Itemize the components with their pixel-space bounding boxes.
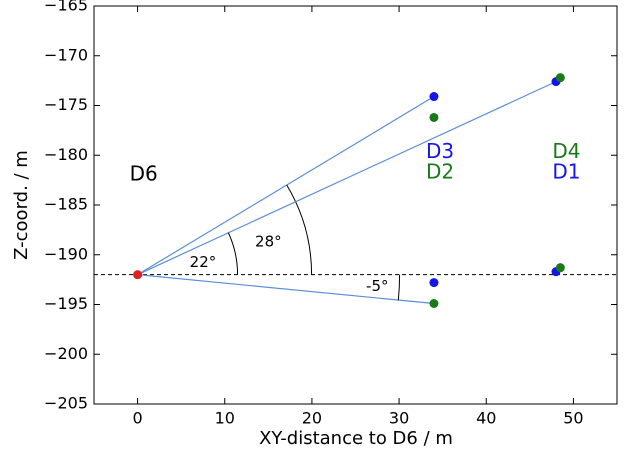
y-tick-label: −180 [44, 145, 88, 164]
y-tick-label: −165 [44, 0, 88, 15]
y-tick-label: −175 [44, 95, 88, 114]
point [555, 263, 565, 273]
y-tick-label: −190 [44, 244, 88, 263]
y-tick-label: −170 [44, 45, 88, 64]
plot-frame [93, 5, 618, 405]
point-label: D3 [426, 139, 454, 163]
angle-label: 28° [255, 232, 282, 250]
point [429, 278, 439, 288]
point [429, 92, 439, 102]
angle-label: -5° [366, 277, 388, 295]
angle-label: 22° [190, 253, 217, 271]
x-tick-label: 20 [302, 409, 322, 428]
x-tick-label: 50 [563, 409, 583, 428]
y-tick-label: −195 [44, 294, 88, 313]
x-tick-label: 40 [476, 409, 496, 428]
y-tick-label: −205 [44, 394, 88, 413]
point-label: D2 [426, 160, 454, 184]
point [429, 299, 439, 309]
point-label: D1 [552, 160, 580, 184]
point [133, 270, 143, 280]
x-tick-label: 10 [215, 409, 235, 428]
point [555, 73, 565, 83]
x-axis-label: XY-distance to D6 / m [259, 428, 453, 449]
point-label: D4 [552, 139, 580, 163]
angle-arc [286, 184, 313, 275]
point-label: D6 [130, 162, 158, 186]
angle-arc [397, 274, 401, 301]
point [429, 112, 439, 122]
x-tick-label: 0 [132, 409, 142, 428]
line [137, 81, 557, 276]
y-axis-label: Z-coord. / m [11, 150, 32, 260]
y-tick-label: −200 [44, 344, 88, 363]
line [137, 274, 435, 305]
x-tick-label: 30 [389, 409, 409, 428]
angle-arc [227, 232, 239, 275]
line [137, 96, 435, 276]
y-tick-label: −185 [44, 195, 88, 214]
